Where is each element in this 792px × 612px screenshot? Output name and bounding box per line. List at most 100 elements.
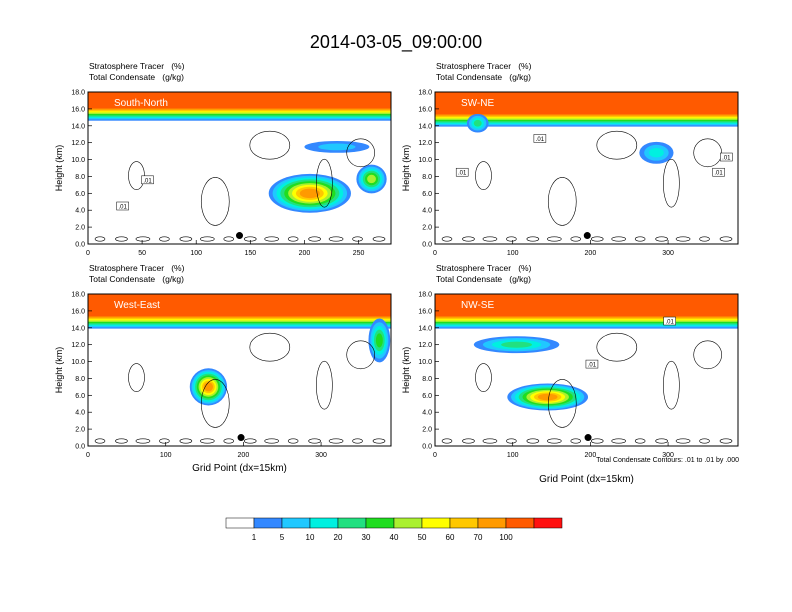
low-cloud-contour bbox=[719, 236, 733, 242]
colorbar-swatch bbox=[421, 517, 451, 529]
contour-label-box bbox=[116, 201, 129, 211]
colorbar-label: 5 bbox=[280, 533, 285, 542]
colorbar-label: 70 bbox=[474, 533, 483, 542]
plot-frame bbox=[434, 91, 739, 245]
page-title: 2014-03-05_09:00:00 bbox=[309, 32, 483, 52]
tracer-band-level bbox=[435, 294, 738, 317]
low-cloud-contour bbox=[328, 438, 344, 444]
y-tick-label: 8.0 bbox=[422, 376, 432, 383]
low-cloud-contour bbox=[482, 438, 498, 444]
contour-label-box bbox=[663, 316, 676, 326]
low-cloud-contour bbox=[590, 438, 604, 444]
colorbar-label: 20 bbox=[334, 533, 343, 542]
y-tick-label: 16.0 bbox=[418, 106, 432, 113]
condensate-contour bbox=[346, 340, 376, 370]
panel-2-chart: .01 .01 .01 .01 SW-NE 0.0 2.0 4.0 6.0 8.0 10.0 12.0… bbox=[401, 90, 739, 257]
low-cloud-contour bbox=[506, 236, 517, 242]
low-cloud-contour bbox=[308, 438, 321, 444]
location-marker bbox=[584, 434, 592, 442]
contour-label: .01 bbox=[588, 363, 597, 369]
low-cloud-contour bbox=[655, 438, 668, 444]
low-cloud-contour bbox=[94, 236, 106, 242]
x-tick-label: 250 bbox=[353, 250, 365, 257]
condensate-contour bbox=[200, 177, 230, 226]
condensate-contour bbox=[475, 161, 492, 190]
panel-2-condensate-title: Total Condensate (g/kg) bbox=[436, 72, 531, 82]
colorbar-swatch bbox=[253, 517, 283, 529]
condensate-contour bbox=[316, 360, 333, 410]
contour-label-box bbox=[720, 152, 733, 162]
y-tick-label: 12.0 bbox=[71, 342, 85, 349]
panel-1-condensate-title: Total Condensate (g/kg) bbox=[89, 72, 184, 82]
y-tick-label: 0.0 bbox=[422, 242, 432, 249]
contour-label-box bbox=[533, 134, 547, 143]
y-tick-label: 18.0 bbox=[71, 90, 85, 97]
tracer-band-level bbox=[88, 92, 391, 109]
y-tick-label: 14.0 bbox=[418, 123, 432, 130]
condensate-contour bbox=[547, 379, 577, 428]
low-cloud-contour bbox=[634, 236, 646, 242]
plot-frame bbox=[434, 293, 739, 447]
low-cloud-contour bbox=[200, 438, 215, 444]
y-tick-label: 10.0 bbox=[71, 157, 85, 164]
low-cloud-contour bbox=[264, 438, 279, 444]
tracer-blob-level bbox=[299, 188, 320, 199]
low-cloud-contour bbox=[570, 438, 582, 444]
low-cloud-contour bbox=[441, 236, 453, 242]
low-cloud-contour bbox=[159, 236, 170, 242]
low-cloud-contour bbox=[675, 438, 691, 444]
colorbar-label: 40 bbox=[390, 533, 399, 542]
panel-4-tracer-title: Stratosphere Tracer (%) bbox=[436, 263, 532, 273]
panel-1-chart: .01 .01 South-North 0.0 2.0 4.0 6.0 8.0 10.0 12.0… bbox=[54, 90, 392, 257]
contour-label-box bbox=[585, 359, 599, 369]
x-tick-label: 100 bbox=[190, 250, 202, 257]
low-cloud-contour bbox=[200, 236, 215, 242]
y-tick-label: 12.0 bbox=[418, 140, 432, 147]
y-tick-label: 0.0 bbox=[75, 444, 85, 451]
colorbar-label: 10 bbox=[306, 533, 315, 542]
condensate-contour bbox=[316, 158, 333, 208]
colorbar-swatch bbox=[505, 517, 535, 529]
low-cloud-contour bbox=[264, 236, 279, 242]
y-tick-label: 4.0 bbox=[75, 410, 85, 417]
y-tick-label: 6.0 bbox=[75, 393, 85, 400]
y-tick-label: 0.0 bbox=[422, 444, 432, 451]
colorbar-swatch bbox=[477, 517, 507, 529]
panel-2-plot: .01 .01 .01 .01 SW-NE 0.0 2.0 4.0 6.0 8.0 10.0 12.0… bbox=[401, 90, 739, 257]
tracer-blob-level bbox=[473, 119, 482, 127]
condensate-contour bbox=[547, 177, 577, 226]
condensate-contour bbox=[596, 332, 638, 362]
y-tick-label: 16.0 bbox=[71, 106, 85, 113]
y-tick-label: 14.0 bbox=[71, 325, 85, 332]
colorbar-swatch bbox=[225, 517, 255, 529]
contour-label-box bbox=[141, 175, 154, 185]
panel-4-condensate-title: Total Condensate (g/kg) bbox=[436, 274, 531, 284]
x-axis-label-right: Grid Point (dx=15km) bbox=[539, 474, 634, 485]
panel-3-chart: West-East 0.0 2.0 4.0 6.0 8.0 10.0 12.0 14.0 16.0… bbox=[54, 292, 392, 459]
y-tick-label: 8.0 bbox=[75, 376, 85, 383]
x-tick-label: 100 bbox=[507, 250, 519, 257]
contour-label: .01 bbox=[714, 171, 723, 177]
panel-3-plot: West-East 0.0 2.0 4.0 6.0 8.0 10.0 12.0 14.0 16.0… bbox=[54, 292, 392, 459]
colorbar-swatch bbox=[533, 517, 563, 529]
region-label: SW-NE bbox=[461, 98, 494, 109]
colorbar-swatch bbox=[393, 517, 423, 529]
x-tick-label: 0 bbox=[86, 250, 90, 257]
colorbar-label: 50 bbox=[418, 533, 427, 542]
y-tick-label: 8.0 bbox=[422, 174, 432, 181]
y-tick-label: 6.0 bbox=[422, 191, 432, 198]
y-tick-label: 18.0 bbox=[418, 292, 432, 299]
contour-label: .01 bbox=[665, 320, 674, 326]
colorbar-swatch bbox=[365, 517, 395, 529]
y-tick-label: 12.0 bbox=[418, 342, 432, 349]
tracer-blob-level bbox=[318, 143, 356, 151]
low-cloud-contour bbox=[699, 438, 710, 444]
condensate-contour bbox=[475, 363, 492, 392]
y-tick-label: 14.0 bbox=[71, 123, 85, 130]
colorbar-label: 60 bbox=[446, 533, 455, 542]
low-cloud-contour bbox=[135, 438, 151, 444]
x-tick-label: 200 bbox=[299, 250, 311, 257]
low-cloud-contour bbox=[570, 236, 582, 242]
low-cloud-contour bbox=[243, 438, 257, 444]
low-cloud-contour bbox=[352, 236, 363, 242]
